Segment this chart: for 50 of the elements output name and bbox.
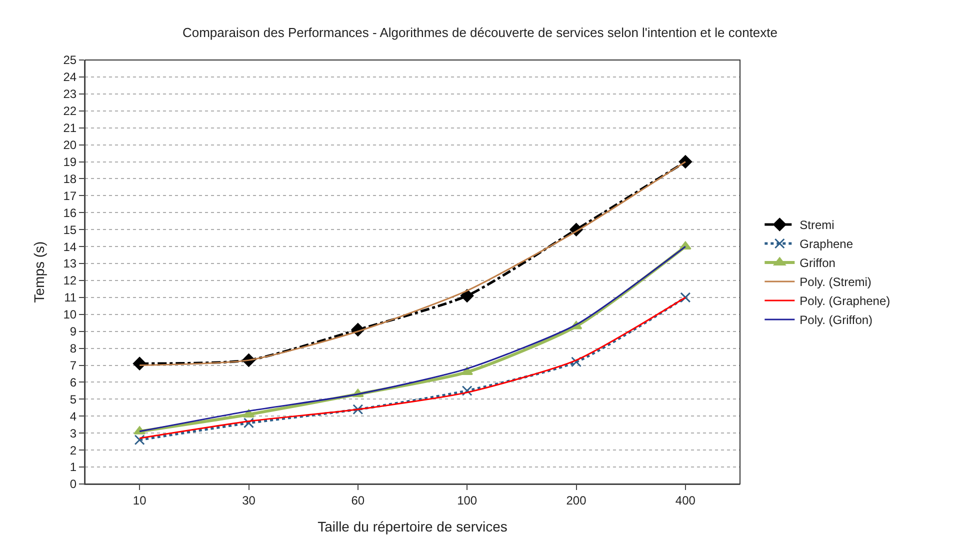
y-tick-label: 25 <box>63 53 77 68</box>
legend-label: Poly. (Graphene) <box>800 294 890 308</box>
legend-label: Graphene <box>800 237 854 252</box>
y-tick-label: 10 <box>63 308 77 322</box>
point <box>680 292 691 303</box>
y-tick-label: 19 <box>63 154 77 169</box>
x-tick-label: 200 <box>566 493 587 508</box>
y-tick-label: 21 <box>63 121 77 136</box>
point <box>460 289 474 302</box>
y-tick-label: 24 <box>63 70 77 84</box>
point <box>134 434 145 446</box>
y-tick-label: 14 <box>63 240 77 254</box>
y-tick-label: 17 <box>63 188 77 203</box>
x-tick-label: 10 <box>132 493 147 508</box>
x-tick-label: 100 <box>457 493 478 508</box>
y-tick-label: 23 <box>63 87 77 102</box>
y-tick-label: 9 <box>70 324 77 339</box>
y-tick-label: 13 <box>63 256 77 271</box>
x-tick-label: 60 <box>351 493 365 508</box>
y-tick-label: 4 <box>70 409 77 424</box>
legend-label: Griffon <box>800 256 836 270</box>
chart-title: Comparaison des Performances - Algorithmes de découverte de services selon l'intention et le contexte <box>182 24 778 40</box>
y-tick-label: 16 <box>63 206 77 220</box>
x-tick-label: 400 <box>675 493 696 508</box>
legend-label: Poly. (Griffon) <box>800 313 873 328</box>
point <box>132 356 146 370</box>
point <box>461 366 474 376</box>
y-tick-label: 15 <box>63 222 77 237</box>
y-tick-label: 20 <box>63 138 77 152</box>
point <box>352 404 364 415</box>
y-tick-label: 6 <box>70 375 77 390</box>
y-tick-label: 22 <box>63 104 77 118</box>
y-tick-label: 11 <box>64 290 77 305</box>
y-tick-label: 7 <box>70 358 77 372</box>
point <box>244 418 254 428</box>
legend-label: Stremi <box>800 218 834 232</box>
y-tick-label: 12 <box>63 274 77 288</box>
x-tick-label: 30 <box>242 493 256 508</box>
legend-label: Poly. (Stremi) <box>800 275 872 290</box>
y-tick-label: 5 <box>70 392 77 406</box>
y-tick-label: 2 <box>70 443 77 458</box>
y-axis-title: Temps (s) <box>30 241 47 303</box>
y-tick-label: 8 <box>70 342 77 356</box>
point <box>462 385 472 396</box>
x-axis-title: Taille du répertoire de services <box>318 518 508 535</box>
point <box>571 356 582 368</box>
y-tick-label: 3 <box>70 426 77 440</box>
y-tick-label: 1 <box>70 460 77 474</box>
y-tick-label: 18 <box>63 172 77 186</box>
y-tick-label: 0 <box>70 477 77 492</box>
